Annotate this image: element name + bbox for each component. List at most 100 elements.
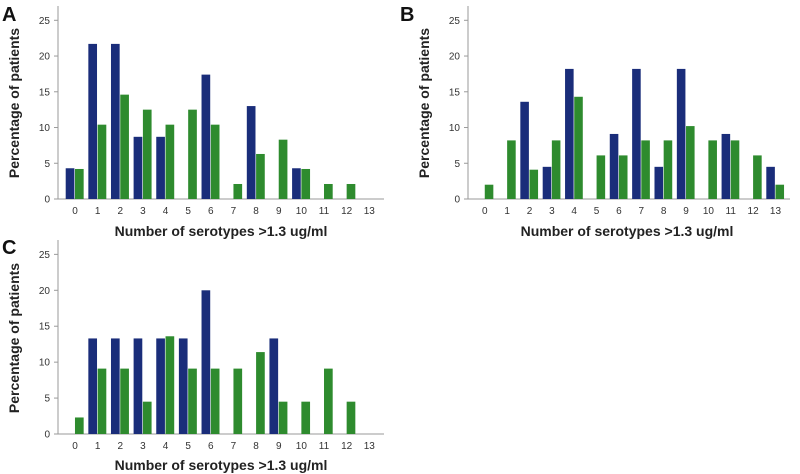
bar-series2-cat-7 [233, 183, 243, 199]
x-tick-label: 1 [95, 206, 101, 217]
bar-series2-cat-5 [596, 155, 606, 199]
x-axis-label: Number of serotypes >1.3 ug/ml [521, 223, 734, 239]
x-tick-label: 5 [594, 206, 600, 217]
bar-series1-cat-4 [565, 68, 574, 200]
y-tick-label: 5 [44, 394, 50, 405]
y-tick-label: 10 [39, 358, 51, 369]
y-tick-label: 5 [44, 159, 50, 170]
x-axis-label: Number of serotypes >1.3 ug/ml [115, 223, 328, 239]
y-tick-label: 15 [39, 322, 51, 333]
bar-series2-cat-8 [663, 140, 673, 199]
bar-series1-cat-0 [65, 168, 75, 199]
y-tick-label: 0 [454, 195, 460, 206]
x-tick-label: 12 [341, 441, 353, 452]
bar-series2-cat-7 [641, 140, 650, 199]
bar-series2-cat-3 [551, 140, 561, 199]
bar-series2-cat-2 [529, 169, 539, 199]
panel-label: C [2, 237, 16, 259]
bar-series2-cat-4 [574, 96, 583, 199]
x-tick-label: 2 [117, 441, 123, 452]
bar-series2-cat-8 [256, 153, 265, 199]
bar-series2-cat-10 [301, 168, 311, 199]
bar-series2-cat-5 [188, 368, 197, 434]
bar-series2-cat-6 [210, 124, 220, 199]
x-tick-label: 5 [185, 441, 191, 452]
bar-series2-cat-2 [120, 368, 129, 434]
bar-series2-cat-1 [97, 368, 107, 434]
bar-series2-cat-9 [278, 401, 288, 434]
bar-series1-cat-4 [156, 338, 165, 434]
x-tick-label: 7 [231, 441, 237, 452]
bar-series2-cat-10 [301, 401, 311, 434]
x-tick-label: 11 [319, 206, 330, 217]
x-tick-label: 9 [683, 206, 689, 217]
bar-series1-cat-2 [520, 101, 529, 199]
bar-series2-cat-9 [686, 126, 695, 199]
bar-series2-cat-6 [210, 368, 220, 434]
x-tick-label: 3 [140, 206, 146, 217]
x-tick-label: 0 [72, 206, 78, 217]
bar-series2-cat-11 [730, 140, 740, 199]
x-tick-label: 0 [72, 441, 78, 452]
bar-series2-cat-1 [97, 124, 107, 199]
y-tick-label: 25 [449, 16, 461, 27]
y-tick-label: 20 [39, 286, 51, 297]
bar-series2-cat-6 [618, 155, 628, 199]
y-tick-label: 25 [39, 250, 51, 261]
bar-series1-cat-11 [721, 133, 731, 199]
y-tick-label: 20 [39, 52, 51, 63]
x-tick-label: 2 [117, 206, 123, 217]
y-tick-label: 15 [449, 87, 461, 98]
x-tick-label: 3 [140, 441, 146, 452]
y-axis-label: Percentage of patients [6, 263, 22, 413]
bar-series1-cat-13 [766, 166, 775, 199]
bar-series1-cat-8 [246, 106, 256, 199]
x-tick-label: 4 [163, 206, 169, 217]
x-tick-label: 13 [770, 206, 782, 217]
bar-series2-cat-0 [74, 168, 84, 199]
bar-series1-cat-3 [542, 166, 552, 199]
x-tick-label: 12 [341, 206, 353, 217]
x-tick-label: 7 [231, 206, 237, 217]
bar-series1-cat-3 [133, 136, 143, 199]
y-tick-label: 10 [449, 123, 461, 134]
bar-series1-cat-7 [632, 68, 641, 200]
bar-series1-cat-4 [156, 136, 165, 199]
bar-series1-cat-5 [178, 338, 188, 434]
bar-series2-cat-2 [120, 94, 129, 199]
y-axis-label: Percentage of patients [6, 28, 22, 178]
y-tick-label: 25 [39, 16, 51, 27]
bar-series1-cat-2 [110, 338, 120, 434]
bar-series2-cat-9 [278, 139, 288, 199]
x-tick-label: 8 [253, 206, 259, 217]
bar-series1-cat-3 [133, 338, 143, 434]
x-tick-label: 12 [748, 206, 760, 217]
bar-series1-cat-9 [269, 338, 279, 434]
x-tick-label: 11 [726, 206, 737, 217]
bar-series2-cat-11 [324, 183, 333, 199]
x-tick-label: 2 [527, 206, 533, 217]
y-axis-label: Percentage of patients [416, 28, 432, 178]
y-tick-label: 10 [39, 123, 51, 134]
x-tick-label: 4 [163, 441, 169, 452]
bar-series2-cat-3 [142, 109, 152, 199]
x-tick-label: 4 [571, 206, 577, 217]
x-tick-label: 7 [639, 206, 645, 217]
x-tick-label: 9 [276, 206, 282, 217]
bar-series2-cat-1 [507, 140, 516, 199]
bar-series1-cat-6 [201, 290, 211, 434]
bar-series2-cat-5 [188, 109, 197, 199]
x-tick-label: 6 [616, 206, 622, 217]
x-tick-label: 6 [208, 206, 214, 217]
bar-series2-cat-13 [775, 184, 785, 199]
x-tick-label: 1 [504, 206, 510, 217]
x-tick-label: 8 [661, 206, 667, 217]
bar-series2-cat-4 [165, 124, 175, 199]
bar-series2-cat-0 [74, 417, 84, 434]
bar-series2-cat-12 [346, 401, 356, 434]
y-tick-label: 0 [44, 430, 50, 441]
bar-series2-cat-11 [324, 368, 333, 434]
y-tick-label: 0 [44, 195, 50, 206]
bar-series2-cat-0 [484, 184, 494, 199]
